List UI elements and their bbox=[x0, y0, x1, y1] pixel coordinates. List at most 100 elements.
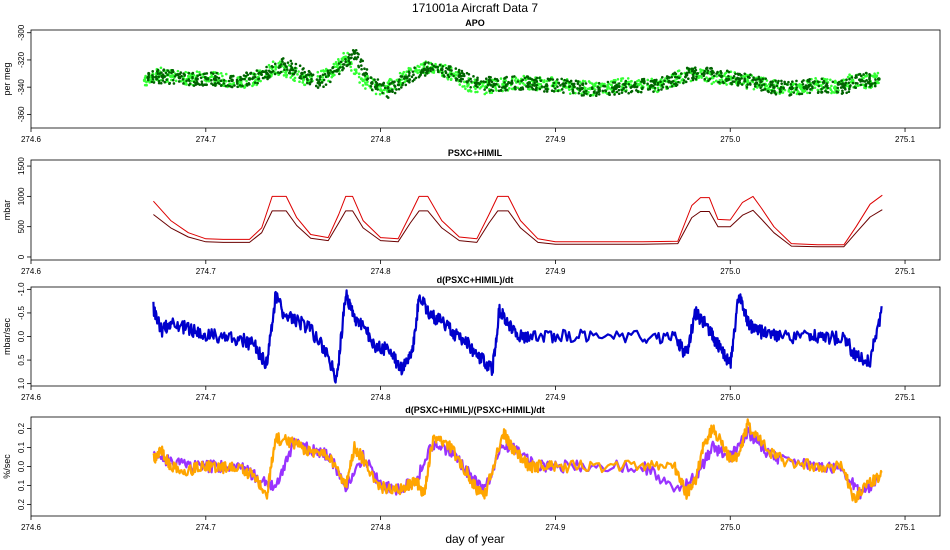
data-point bbox=[405, 75, 409, 80]
data-point bbox=[454, 67, 458, 70]
data-point bbox=[458, 83, 462, 86]
data-point bbox=[283, 68, 286, 72]
data-point bbox=[430, 63, 434, 66]
data-point bbox=[729, 75, 733, 79]
data-point bbox=[514, 87, 517, 91]
data-point bbox=[761, 77, 765, 81]
data-point bbox=[738, 79, 742, 82]
y-tick-label: 1000 bbox=[17, 187, 26, 205]
data-point bbox=[329, 69, 332, 72]
data-point bbox=[557, 81, 561, 85]
data-point bbox=[143, 79, 147, 83]
data-point bbox=[513, 75, 516, 78]
data-point bbox=[833, 85, 837, 89]
data-point bbox=[172, 82, 176, 85]
data-point bbox=[832, 91, 836, 94]
data-point bbox=[363, 74, 367, 77]
y-tick-label: 0.5 bbox=[17, 354, 26, 366]
data-point bbox=[572, 82, 576, 86]
data-point bbox=[147, 75, 150, 78]
data-point bbox=[525, 75, 529, 78]
data-point bbox=[285, 68, 289, 71]
data-point bbox=[489, 83, 493, 87]
data-point bbox=[166, 69, 170, 72]
data-point bbox=[843, 83, 847, 87]
data-point bbox=[550, 89, 554, 92]
x-tick-label: 275.1 bbox=[895, 393, 916, 402]
data-point bbox=[572, 91, 575, 95]
data-point bbox=[746, 75, 750, 79]
data-point bbox=[505, 88, 508, 92]
data-point bbox=[292, 72, 296, 76]
data-point bbox=[200, 82, 204, 86]
data-point bbox=[356, 55, 360, 59]
data-point bbox=[545, 90, 549, 93]
data-point bbox=[817, 90, 820, 94]
data-point bbox=[573, 85, 576, 89]
data-point bbox=[783, 80, 786, 84]
data-point bbox=[397, 83, 401, 87]
data-point bbox=[845, 78, 848, 81]
data-point bbox=[324, 69, 327, 73]
data-point bbox=[635, 85, 639, 89]
data-point bbox=[322, 85, 325, 89]
data-point bbox=[165, 78, 168, 82]
data-point bbox=[298, 64, 302, 67]
data-point bbox=[157, 79, 161, 83]
data-point bbox=[335, 65, 338, 69]
data-point bbox=[703, 69, 706, 73]
data-point bbox=[426, 68, 430, 72]
figure-title: 171001a Aircraft Data 7 bbox=[412, 1, 538, 15]
data-point bbox=[423, 74, 427, 77]
data-point bbox=[302, 78, 305, 82]
data-point bbox=[337, 58, 340, 61]
data-point bbox=[230, 78, 234, 83]
data-point bbox=[490, 91, 494, 95]
data-point bbox=[380, 89, 384, 93]
data-point bbox=[779, 85, 783, 89]
data-point bbox=[693, 66, 697, 70]
data-point bbox=[341, 63, 345, 66]
plot-frame bbox=[30, 29, 941, 129]
data-point bbox=[357, 72, 361, 76]
data-point bbox=[537, 82, 541, 86]
data-point bbox=[847, 90, 851, 94]
data-point bbox=[363, 67, 366, 71]
y-tick-label: 1.0 bbox=[17, 378, 26, 390]
data-point bbox=[802, 79, 805, 82]
data-point bbox=[316, 86, 320, 89]
data-point bbox=[877, 77, 881, 81]
data-point bbox=[154, 75, 157, 79]
data-point bbox=[214, 76, 217, 80]
data-point bbox=[253, 75, 257, 79]
data-point bbox=[680, 72, 683, 75]
data-point bbox=[340, 57, 344, 61]
data-point bbox=[765, 79, 769, 82]
data-point bbox=[434, 62, 437, 66]
data-point bbox=[304, 74, 308, 77]
data-point bbox=[427, 61, 430, 64]
data-point bbox=[495, 82, 498, 86]
data-point bbox=[508, 87, 511, 90]
data-point bbox=[738, 81, 742, 84]
data-point bbox=[556, 89, 560, 93]
data-point bbox=[826, 86, 830, 90]
data-point bbox=[364, 71, 368, 75]
data-point bbox=[781, 91, 785, 94]
data-point bbox=[459, 77, 463, 81]
data-point bbox=[219, 84, 223, 87]
data-point bbox=[540, 85, 544, 88]
y-tick-label: 0.1 bbox=[17, 479, 26, 491]
data-point bbox=[397, 87, 401, 91]
data-point bbox=[302, 67, 305, 70]
data-point bbox=[455, 77, 459, 81]
data-point bbox=[707, 79, 710, 83]
data-point bbox=[290, 62, 294, 65]
x-tick-label: 274.7 bbox=[196, 393, 217, 402]
data-point bbox=[535, 83, 539, 87]
data-point bbox=[553, 87, 557, 90]
data-point bbox=[664, 77, 667, 80]
data-point bbox=[253, 81, 257, 84]
data-point bbox=[310, 74, 314, 77]
